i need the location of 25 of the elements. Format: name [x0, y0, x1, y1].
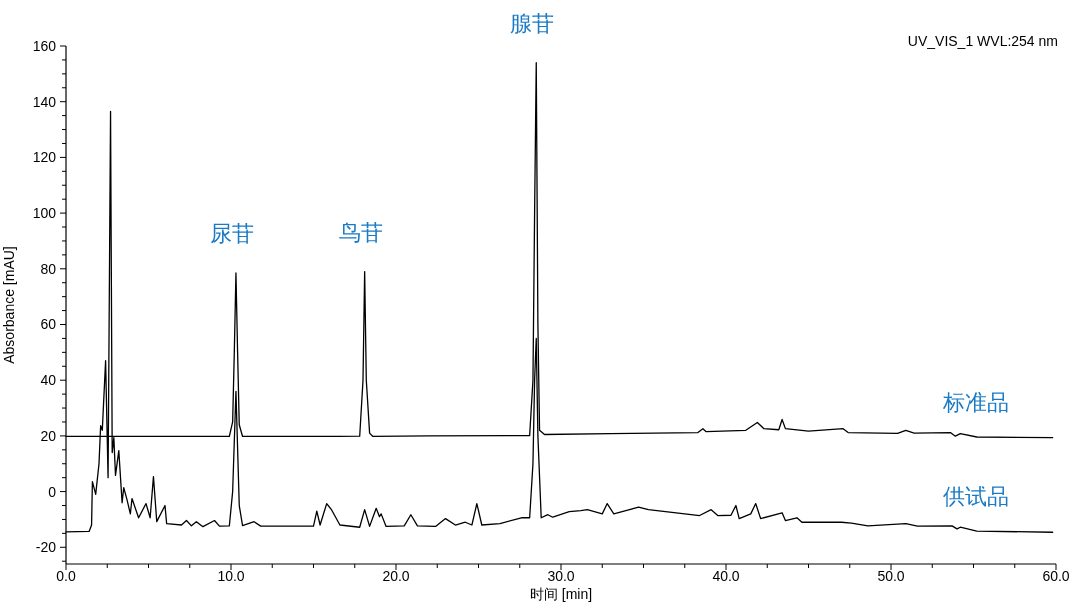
y-tick-label: 100: [32, 205, 57, 222]
y-tick-label: 140: [32, 93, 57, 110]
annotation: 腺苷: [510, 10, 555, 36]
y-tick-label: 120: [32, 149, 57, 166]
x-tick-label: 30.0: [547, 568, 575, 584]
x-tick-label: 0.0: [56, 568, 76, 584]
y-axis-title: Absorbance [mAU]: [1, 246, 17, 364]
x-tick-label: 10.0: [217, 568, 245, 584]
x-tick-label: 60.0: [1042, 568, 1070, 584]
annotation: 尿苷: [209, 220, 254, 246]
y-tick-label: 20: [40, 427, 57, 444]
x-axis-title: 时间 [min]: [529, 586, 593, 602]
y-tick-label: 60: [40, 316, 57, 333]
x-tick-label: 20.0: [382, 568, 410, 584]
y-tick-label: -20: [35, 539, 57, 556]
annotation: 鸟苷: [338, 219, 383, 245]
y-tick-label: 0: [48, 483, 57, 500]
series-label: 供试品: [943, 484, 1009, 510]
series-label: 标准品: [942, 389, 1009, 415]
y-tick-label: 80: [40, 260, 57, 277]
x-tick-label: 50.0: [877, 568, 905, 584]
annotation: UV_VIS_1 WVL:254 nm: [907, 33, 1058, 49]
y-tick-label: 40: [40, 372, 57, 389]
x-tick-label: 40.0: [712, 568, 740, 584]
y-tick-label: 160: [32, 38, 57, 54]
